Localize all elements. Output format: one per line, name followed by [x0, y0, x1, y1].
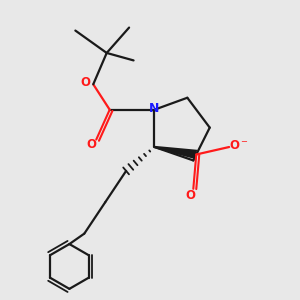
Text: O: O	[185, 189, 195, 202]
Text: N: N	[149, 102, 160, 115]
Text: O: O	[87, 138, 97, 152]
Polygon shape	[154, 146, 197, 159]
Text: O: O	[80, 76, 90, 89]
Text: O$^-$: O$^-$	[229, 139, 249, 152]
